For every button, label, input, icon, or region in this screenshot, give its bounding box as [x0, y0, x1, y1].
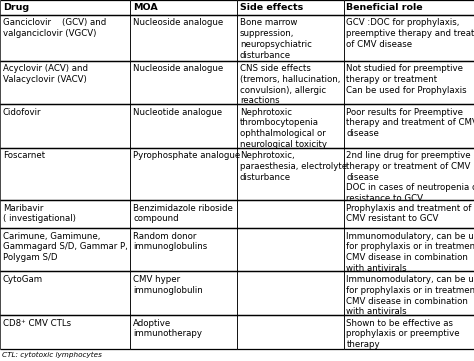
Text: Drug: Drug [3, 3, 29, 12]
Text: Random donor
immunoglobulins: Random donor immunoglobulins [133, 231, 208, 251]
Text: Not studied for preemptive
therapy or treatment
Can be used for Prophylaxis: Not studied for preemptive therapy or tr… [346, 64, 467, 95]
Text: Shown to be effective as
prophylaxis or preemptive
therapy: Shown to be effective as prophylaxis or … [346, 318, 460, 349]
Text: Carimune, Gamimune,
Gammagard S/D, Gammar P,
Polygam S/D: Carimune, Gamimune, Gammagard S/D, Gamma… [3, 231, 128, 262]
Text: Nucleoside analogue: Nucleoside analogue [133, 18, 223, 27]
Text: CNS side effects
(tremors, hallucination,
convulsion), allergic
reactions: CNS side effects (tremors, hallucination… [240, 64, 340, 105]
Text: Beneficial role: Beneficial role [346, 3, 423, 12]
Text: CMV hyper
immunoglobulin: CMV hyper immunoglobulin [133, 275, 203, 295]
Text: Bone marrow
suppression,
neuropsychiatric
disturbance: Bone marrow suppression, neuropsychiatri… [240, 18, 312, 60]
Text: Nucleotide analogue: Nucleotide analogue [133, 108, 222, 117]
Text: Nephrotoxic,
paraesthesia, electrolyte
disturbance: Nephrotoxic, paraesthesia, electrolyte d… [240, 151, 347, 182]
Text: Nucleoside analogue: Nucleoside analogue [133, 64, 223, 73]
Text: Maribavir
( investigational): Maribavir ( investigational) [3, 204, 76, 223]
Text: Poor results for Preemptive
therapy and treatment of CMV
disease: Poor results for Preemptive therapy and … [346, 108, 474, 138]
Text: Cidofovir: Cidofovir [3, 108, 41, 117]
Text: Ganciclovir    (GCV) and
valganciclovir (VGCV): Ganciclovir (GCV) and valganciclovir (VG… [3, 18, 106, 38]
Text: Adoptive
immunotherapy: Adoptive immunotherapy [133, 318, 202, 338]
Text: Immunomodulatory, can be used
for prophylaxis or in treatment of
CMV disease in : Immunomodulatory, can be used for prophy… [346, 231, 474, 273]
Text: MOA: MOA [133, 3, 158, 12]
Text: Nephrotoxic
thrombocytopenia
ophthalmological or
neurological toxicity: Nephrotoxic thrombocytopenia ophthalmolo… [240, 108, 327, 149]
Text: Prophylaxis and treatment of
CMV resistant to GCV: Prophylaxis and treatment of CMV resista… [346, 204, 472, 223]
Text: Foscarnet: Foscarnet [3, 151, 45, 160]
Text: CD8⁺ CMV CTLs: CD8⁺ CMV CTLs [3, 318, 71, 327]
Text: GCV :DOC for prophylaxis,
preemptive therapy and treatment
of CMV disease: GCV :DOC for prophylaxis, preemptive the… [346, 18, 474, 49]
Text: CytoGam: CytoGam [3, 275, 43, 284]
Text: Immunomodulatory, can be used
for prophylaxis or in treatment of
CMV disease in : Immunomodulatory, can be used for prophy… [346, 275, 474, 316]
Text: Pyrophosphate analogue: Pyrophosphate analogue [133, 151, 240, 160]
Text: 2nd line drug for preemptive
therapy or treatment of CMV
disease
DOC in cases of: 2nd line drug for preemptive therapy or … [346, 151, 474, 203]
Text: Side effects: Side effects [240, 3, 303, 12]
Text: CTL: cytotoxic lymphocytes: CTL: cytotoxic lymphocytes [2, 352, 102, 358]
Text: Benzimidazole riboside
compound: Benzimidazole riboside compound [133, 204, 233, 223]
Text: Acyclovir (ACV) and
Valacyclovir (VACV): Acyclovir (ACV) and Valacyclovir (VACV) [3, 64, 88, 84]
